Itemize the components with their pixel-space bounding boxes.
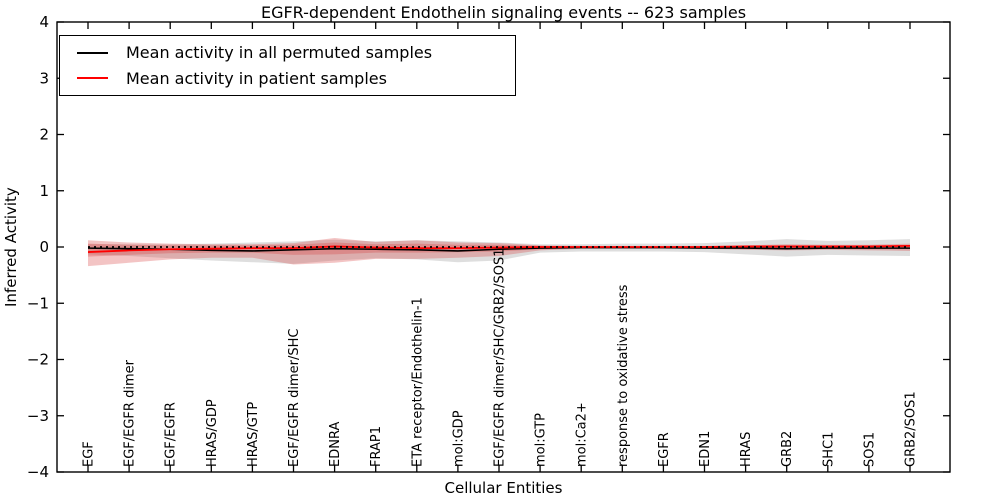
- legend-line-swatch-red: [77, 77, 108, 80]
- legend-line-swatch-black: [77, 51, 108, 54]
- x-tick-label: HRAS/GDP: [205, 399, 220, 467]
- x-axis-label: Cellular Entities: [444, 479, 563, 497]
- y-tick-label: 1: [39, 182, 49, 200]
- y-tick-label: −4: [27, 463, 49, 481]
- x-tick-label: EDN1: [698, 431, 713, 467]
- legend-label: Mean activity in patient samples: [126, 68, 387, 88]
- band-1: [88, 238, 910, 267]
- x-tick-label: HRAS: [739, 432, 754, 467]
- x-tick-label: SHC1: [821, 432, 836, 467]
- y-tick-label: 2: [39, 126, 49, 144]
- x-tick-label: mol:GDP: [451, 410, 466, 467]
- x-tick-label: EGFR: [657, 432, 672, 467]
- chart-title: EGFR-dependent Endothelin signaling even…: [260, 3, 747, 22]
- x-tick-label: HRAS/GTP: [246, 402, 261, 467]
- x-tick-label: response to oxidative stress: [616, 284, 631, 467]
- legend-box: Mean activity in all permuted samples Me…: [59, 35, 516, 96]
- y-tick-label: −1: [27, 294, 49, 312]
- x-tick-label: EDNRA: [328, 422, 343, 467]
- y-tick-label: −2: [27, 351, 49, 369]
- y-tick-label: −3: [27, 407, 49, 425]
- band-0: [88, 239, 910, 264]
- y-tick-label: 3: [39, 69, 49, 87]
- x-tick-label: FRAP1: [369, 426, 384, 467]
- series-line-0: [87, 246, 910, 252]
- legend-entry-permuted: Mean activity in all permuted samples: [60, 40, 515, 66]
- x-tick-label: mol:Ca2+: [575, 402, 590, 467]
- y-tick-label: 4: [39, 13, 49, 31]
- x-tick-label: GRB2/SOS1: [904, 391, 919, 467]
- x-tick-label: EGF/EGFR dimer/SHC/GRB2/SOS1: [493, 249, 508, 468]
- x-tick-label: EGF/EGFR dimer/SHC: [287, 329, 302, 467]
- legend-label: Mean activity in all permuted samples: [126, 43, 433, 63]
- x-tick-label: mol:GTP: [534, 413, 549, 467]
- x-tick-label: EGF: [82, 441, 97, 467]
- x-tick-label: ETA receptor/Endothelin-1: [410, 297, 425, 467]
- x-tick-label: GRB2: [780, 431, 795, 467]
- y-tick-label: 0: [39, 238, 49, 256]
- x-tick-label: EGF/EGFR: [164, 402, 179, 467]
- legend-entry-patient: Mean activity in patient samples: [60, 66, 515, 92]
- x-tick-label: EGF/EGFR dimer: [123, 359, 138, 467]
- x-tick-label: SOS1: [862, 432, 877, 467]
